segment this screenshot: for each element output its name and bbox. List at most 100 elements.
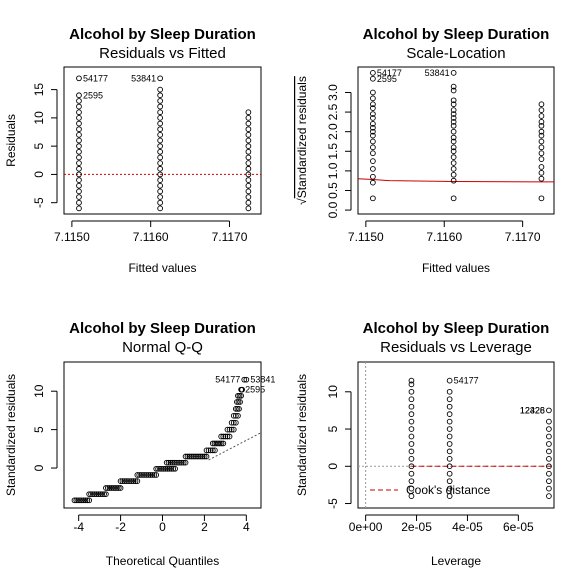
data-point <box>450 87 457 94</box>
x-tick-label: 0e+00 <box>349 520 383 534</box>
data-point <box>538 107 545 113</box>
x-axis-title: Leverage <box>431 554 481 568</box>
data-point <box>408 418 415 425</box>
data-point <box>101 491 107 498</box>
data-point <box>408 388 415 395</box>
data-point <box>236 406 242 412</box>
plot-data-layer <box>64 75 261 212</box>
data-point <box>546 433 552 440</box>
data-point <box>157 188 163 195</box>
data-point <box>71 497 78 504</box>
data-point <box>123 478 130 484</box>
data-point <box>76 126 82 133</box>
data-point <box>546 478 552 485</box>
chart-subtitle: Normal Q-Q <box>122 339 203 356</box>
data-point <box>84 497 91 504</box>
x-tick-label: 7.1150 <box>348 230 384 244</box>
data-point <box>182 453 189 460</box>
data-point <box>245 137 252 144</box>
data-point <box>188 453 195 460</box>
x-tick-label: 7.1170 <box>212 230 248 244</box>
y-tick-label: 1.5 <box>326 143 340 160</box>
data-point <box>76 205 82 212</box>
x-tick-label: -2 <box>115 520 126 534</box>
data-point <box>134 478 141 484</box>
data-point <box>538 164 545 170</box>
data-point <box>164 465 171 472</box>
data-point <box>114 485 120 491</box>
data-point <box>234 399 240 405</box>
y-tick-label: 10 <box>32 111 46 125</box>
data-point <box>538 113 545 119</box>
data-point <box>228 426 235 433</box>
data-point <box>370 111 376 117</box>
data-point <box>203 453 210 460</box>
normal-qq-panel: Alcohol by Sleep Duration Normal Q-Q -4 -2 0… <box>4 320 275 568</box>
data-point <box>95 491 102 498</box>
data-point <box>546 470 552 477</box>
data-point <box>73 497 80 504</box>
data-point <box>450 119 457 125</box>
y-axis-title-text: Residuals <box>4 114 18 167</box>
data-point <box>136 472 143 478</box>
data-point <box>160 465 167 472</box>
data-point <box>76 131 82 138</box>
data-point <box>75 497 81 504</box>
data-point <box>450 101 457 108</box>
y-tick-label: 0 <box>32 171 46 178</box>
data-point <box>162 465 169 472</box>
legend-label: Cook's distance <box>406 483 491 497</box>
residuals-vs-leverage-panel: Alcohol by Sleep Duration Residuals vs Le… <box>295 320 555 568</box>
data-point <box>370 138 376 145</box>
data-point <box>76 154 82 161</box>
data-point <box>218 433 225 440</box>
data-point <box>446 463 453 470</box>
residuals-vs-fitted-panel: Alcohol by Sleep Duration Residuals vs Fi… <box>4 26 262 275</box>
data-point <box>163 459 170 466</box>
data-point <box>538 128 545 135</box>
data-point <box>450 154 457 161</box>
data-point <box>157 148 163 155</box>
data-point <box>110 485 117 491</box>
data-point <box>86 497 92 504</box>
data-point <box>546 426 552 432</box>
data-point <box>408 403 415 410</box>
data-point <box>157 199 163 206</box>
data-point <box>76 165 82 172</box>
data-point <box>157 182 163 189</box>
data-point <box>408 411 415 417</box>
data-point <box>165 459 172 466</box>
data-point <box>76 182 82 189</box>
data-point <box>233 419 239 426</box>
y-tick-label: 0.0 <box>326 201 340 218</box>
data-point <box>450 134 457 141</box>
data-point <box>446 403 453 410</box>
plot-data-layer <box>358 362 554 508</box>
data-point <box>446 426 453 432</box>
data-point <box>408 470 415 477</box>
data-point <box>538 175 545 182</box>
data-point <box>117 478 124 484</box>
data-point <box>245 120 252 127</box>
data-point <box>80 497 87 504</box>
data-point <box>546 441 552 447</box>
data-point <box>450 70 457 76</box>
data-point <box>222 433 229 440</box>
data-point <box>91 491 98 498</box>
data-point <box>177 459 183 466</box>
point-label: 54177 <box>454 376 479 386</box>
chart-subtitle: Residuals vs Fitted <box>99 45 226 62</box>
data-point <box>245 131 252 138</box>
data-point <box>76 137 82 144</box>
data-point <box>245 171 252 178</box>
data-point <box>147 472 154 478</box>
y-tick-label: 1.0 <box>326 162 340 179</box>
data-point <box>538 195 545 202</box>
data-point <box>245 126 252 133</box>
data-point <box>192 453 198 460</box>
data-point <box>104 485 111 491</box>
qq-reference-line <box>208 432 261 461</box>
y-axis-title-text: Standardized residuals <box>295 374 309 496</box>
plot-data-layer <box>71 376 261 504</box>
